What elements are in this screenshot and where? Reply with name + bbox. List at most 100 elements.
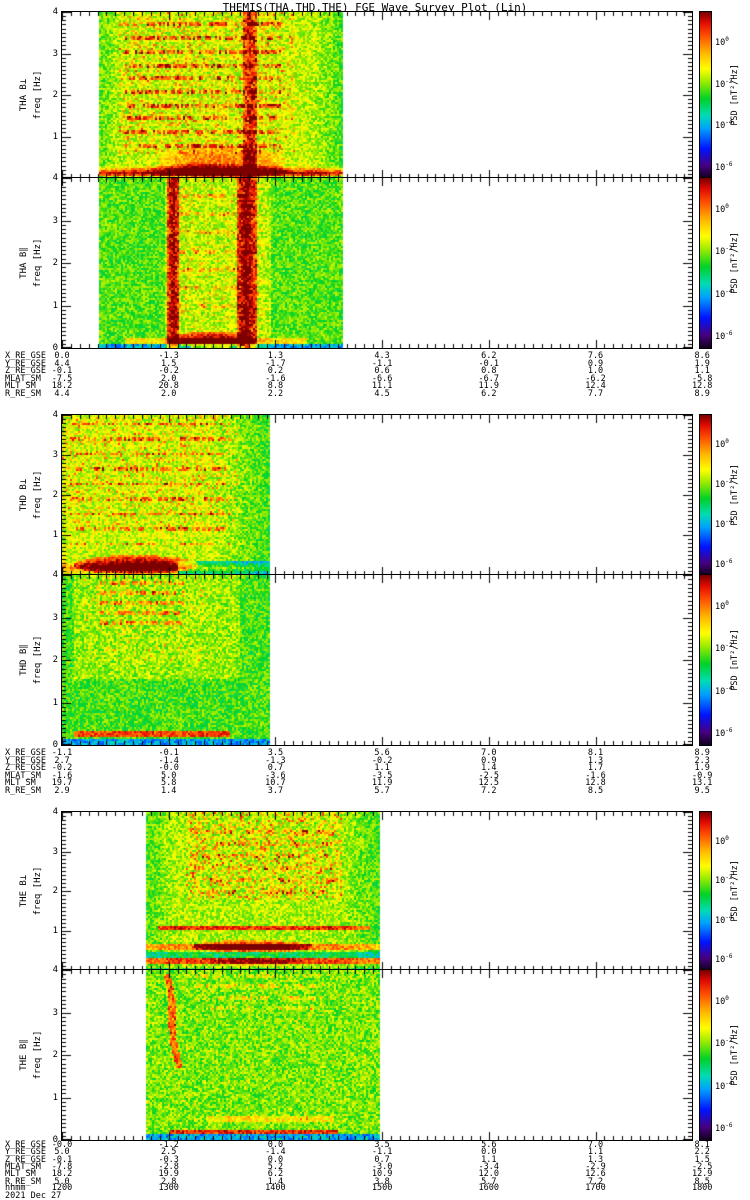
ephemeris-value: 19.9 (158, 1169, 179, 1180)
ephemeris-value: 3.5 (267, 748, 284, 758)
freq-tick-label: 1 (52, 925, 58, 936)
colorbar-tick-base: 10 (715, 996, 726, 1007)
freq-tick-label: 3 (52, 450, 58, 460)
colorbar-tick-exponent: -4 (725, 1079, 733, 1087)
ephemeris-value: 2.8 (161, 1176, 177, 1187)
ephemeris-value: 4.4 (54, 358, 70, 369)
ephemeris-value: 12.6 (585, 1169, 606, 1180)
ephemeris-value: -1.4 (265, 1147, 286, 1158)
colorbar-tick-exponent: -2 (725, 1037, 733, 1045)
ephemeris-value: -0.2 (158, 366, 179, 376)
ephemeris-value: -3.5 (371, 770, 393, 781)
ephemeris-row-label: R_RE_SM (5, 1176, 41, 1187)
ephemeris-value: 12.8 (691, 381, 713, 391)
colorbar-tick-exponent: -2 (725, 77, 733, 85)
ephemeris-value: -2.9 (585, 1162, 606, 1173)
ephemeris-value: 13.1 (691, 778, 713, 788)
colorbar-tick-exponent: -4 (725, 119, 733, 127)
ephemeris-value: -0.1 (51, 366, 73, 376)
colorbar-tick-label: 10-6 (715, 1121, 732, 1134)
colorbar-tick-base: 10 (715, 686, 726, 697)
ephemeris-value: 8.5 (694, 1176, 710, 1187)
ephemeris-row-label: X_RE_GSE (5, 748, 46, 758)
colorbar-axis-label: PSD [nT²/Hz] (730, 629, 740, 691)
ephemeris-value: -0.0 (51, 1140, 73, 1150)
ephemeris-value: 12.9 (691, 1169, 713, 1180)
freq-axis-label: freq [Hz] (33, 70, 43, 120)
ephemeris-value: -0.0 (158, 763, 179, 773)
ephemeris-value: -3.4 (478, 1162, 500, 1173)
ephemeris-value: -1.4 (158, 755, 179, 766)
ephemeris-value: 6.2 (267, 1169, 284, 1180)
spectrogram-panel-the-B-par (61, 969, 693, 1141)
ephemeris-value: -2.5 (478, 770, 500, 781)
ephemeris-value: 2.5 (161, 1147, 177, 1158)
time-tick-label: 1300 (158, 1183, 179, 1193)
ephemeris-value: -1.6 (51, 770, 73, 781)
ephemeris-value: 5.0 (54, 1147, 70, 1158)
ephemeris-value: 0.0 (267, 1140, 284, 1150)
ephemeris-value: 10.9 (371, 1169, 393, 1180)
colorbar-tick-base: 10 (715, 480, 726, 491)
time-tick-label: 1200 (51, 1183, 73, 1193)
ephemeris-value: -6.7 (478, 373, 500, 384)
spectrogram-panel-thd-B-perp (61, 414, 693, 576)
ephemeris-value: 12.5 (478, 778, 500, 788)
colorbar-tick-base: 10 (715, 204, 726, 215)
freq-tick-label: 3 (52, 215, 58, 226)
colorbar-tick-label: 10-4 (715, 913, 732, 926)
ephemeris-value: 0.8 (481, 366, 497, 376)
ephemeris-value: 5.0 (54, 1176, 70, 1187)
ephemeris-value: 4.4 (54, 388, 70, 399)
ephemeris-value: -3.6 (265, 770, 286, 781)
colorbar-tick-exponent: 0 (725, 834, 729, 842)
colorbar-tick-label: 10-2 (715, 477, 732, 490)
freq-tick-label: 3 (52, 846, 58, 857)
ephemeris-value: -0.1 (158, 748, 179, 758)
colorbar-tick-base: 10 (715, 440, 726, 451)
colorbar-tick-label: 10-6 (715, 952, 732, 965)
colorbar-tick-exponent: -2 (725, 245, 733, 253)
freq-tick-label: 1 (52, 1092, 58, 1103)
colorbar-axis-label: PSD [nT²/Hz] (730, 232, 740, 294)
ephemeris-value: -6.6 (371, 373, 393, 384)
colorbar-tick-label: 10-4 (715, 287, 732, 300)
ephemeris-value: -0.2 (371, 755, 393, 766)
ephemeris-value: 1.4 (161, 785, 177, 796)
ephemeris-row-label: Z_RE_GSE (5, 366, 46, 376)
ephemeris-value: -1.1 (51, 748, 73, 758)
freq-tick-label: 0 (52, 740, 58, 750)
ephemeris-value: 2.2 (267, 388, 284, 399)
ephemeris-value: 1.1 (374, 763, 390, 773)
ephemeris-row-label: Z_RE_GSE (5, 763, 46, 773)
colorbar-tick-exponent: -4 (725, 684, 733, 692)
colorbar-tick-label: 10-6 (715, 726, 732, 739)
ephemeris-value: 7.0 (481, 748, 497, 758)
colorbar-tick-base: 10 (715, 247, 726, 258)
ephemeris-value: 5.7 (481, 1176, 497, 1187)
ephemeris-value: 0.6 (374, 366, 390, 376)
colorbar-tick-exponent: -4 (725, 287, 733, 295)
freq-tick-label: 1 (52, 697, 58, 708)
time-tick-label: 1700 (585, 1183, 606, 1193)
page-title: THEMIS(THA,THD,THE) FGE Wave Survey Plot… (222, 1, 528, 14)
colorbar-tick-label: 10-2 (715, 244, 732, 257)
ephemeris-value: 1.1 (694, 366, 710, 376)
freq-tick-label: 3 (52, 1007, 58, 1018)
colorbar-tick-exponent: -6 (725, 330, 733, 338)
ephemeris-row-label: X_RE_GSE (5, 1140, 46, 1150)
colorbar-tick-exponent: -6 (725, 1122, 733, 1130)
ephemeris-value: 0.9 (587, 358, 604, 369)
colorbar-tick-exponent: 0 (725, 202, 729, 210)
colorbar-tick-label: 100 (715, 437, 729, 450)
ephemeris-value: 12.4 (585, 381, 606, 391)
freq-tick-label: 2 (52, 655, 58, 665)
ephemeris-row-label: R_RE_SM (5, 388, 41, 399)
ephemeris-value: 5.2 (267, 1162, 284, 1173)
ephemeris-value: 1.1 (481, 1154, 497, 1165)
spectrogram-panel-thd-B-par (61, 574, 693, 746)
ephemeris-row-label: X_RE_GSE (5, 351, 46, 361)
ephemeris-row-label: MLT_SM (5, 1169, 36, 1180)
ephemeris-row-label: Z_RE_GSE (5, 1154, 46, 1165)
